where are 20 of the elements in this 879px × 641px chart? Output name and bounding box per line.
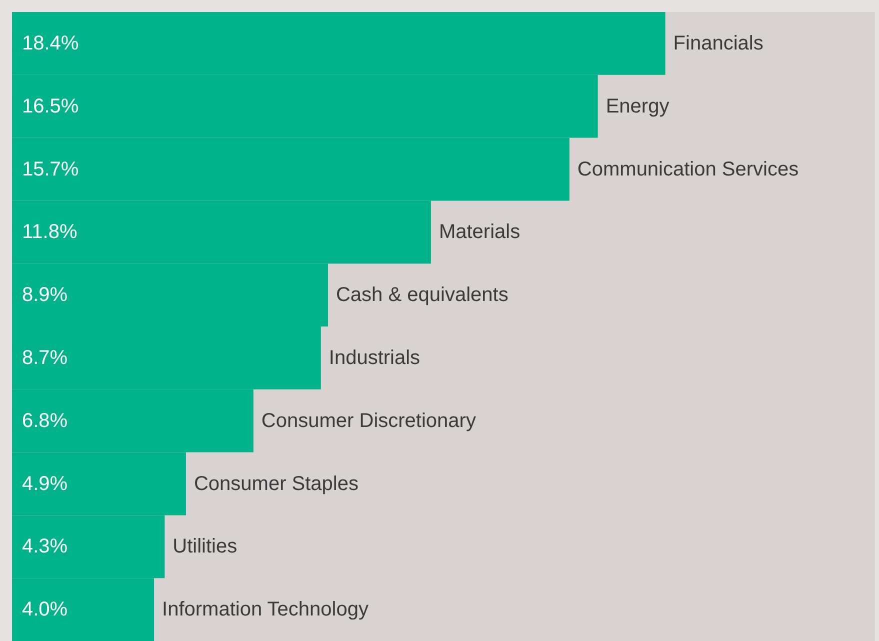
y-tick-label: Energy	[606, 95, 670, 118]
data-label: 4.9%	[22, 472, 68, 495]
data-label: 4.0%	[22, 598, 68, 621]
data-label: 6.8%	[22, 410, 68, 432]
data-label: 11.8%	[22, 221, 78, 244]
y-tick-label: Industrials	[328, 346, 420, 369]
y-tick-label: Materials	[438, 221, 520, 244]
y-tick-label: Communication Services	[577, 158, 799, 180]
y-tick-label: Utilities	[172, 536, 238, 558]
data-label: 16.5%	[22, 95, 79, 118]
data-label: 8.7%	[22, 346, 68, 369]
data-label: 8.9%	[22, 284, 68, 306]
data-label: 18.4%	[22, 32, 79, 54]
y-tick-label: Consumer Discretionary	[261, 410, 476, 432]
y-tick-label: Consumer Staples	[194, 472, 359, 495]
y-tick-label: Financials	[673, 32, 764, 54]
y-tick-label: Information Technology	[162, 598, 368, 621]
data-label: 15.7%	[22, 158, 79, 180]
data-label: 4.3%	[22, 536, 68, 558]
y-tick-label: Cash & equivalents	[336, 284, 508, 306]
